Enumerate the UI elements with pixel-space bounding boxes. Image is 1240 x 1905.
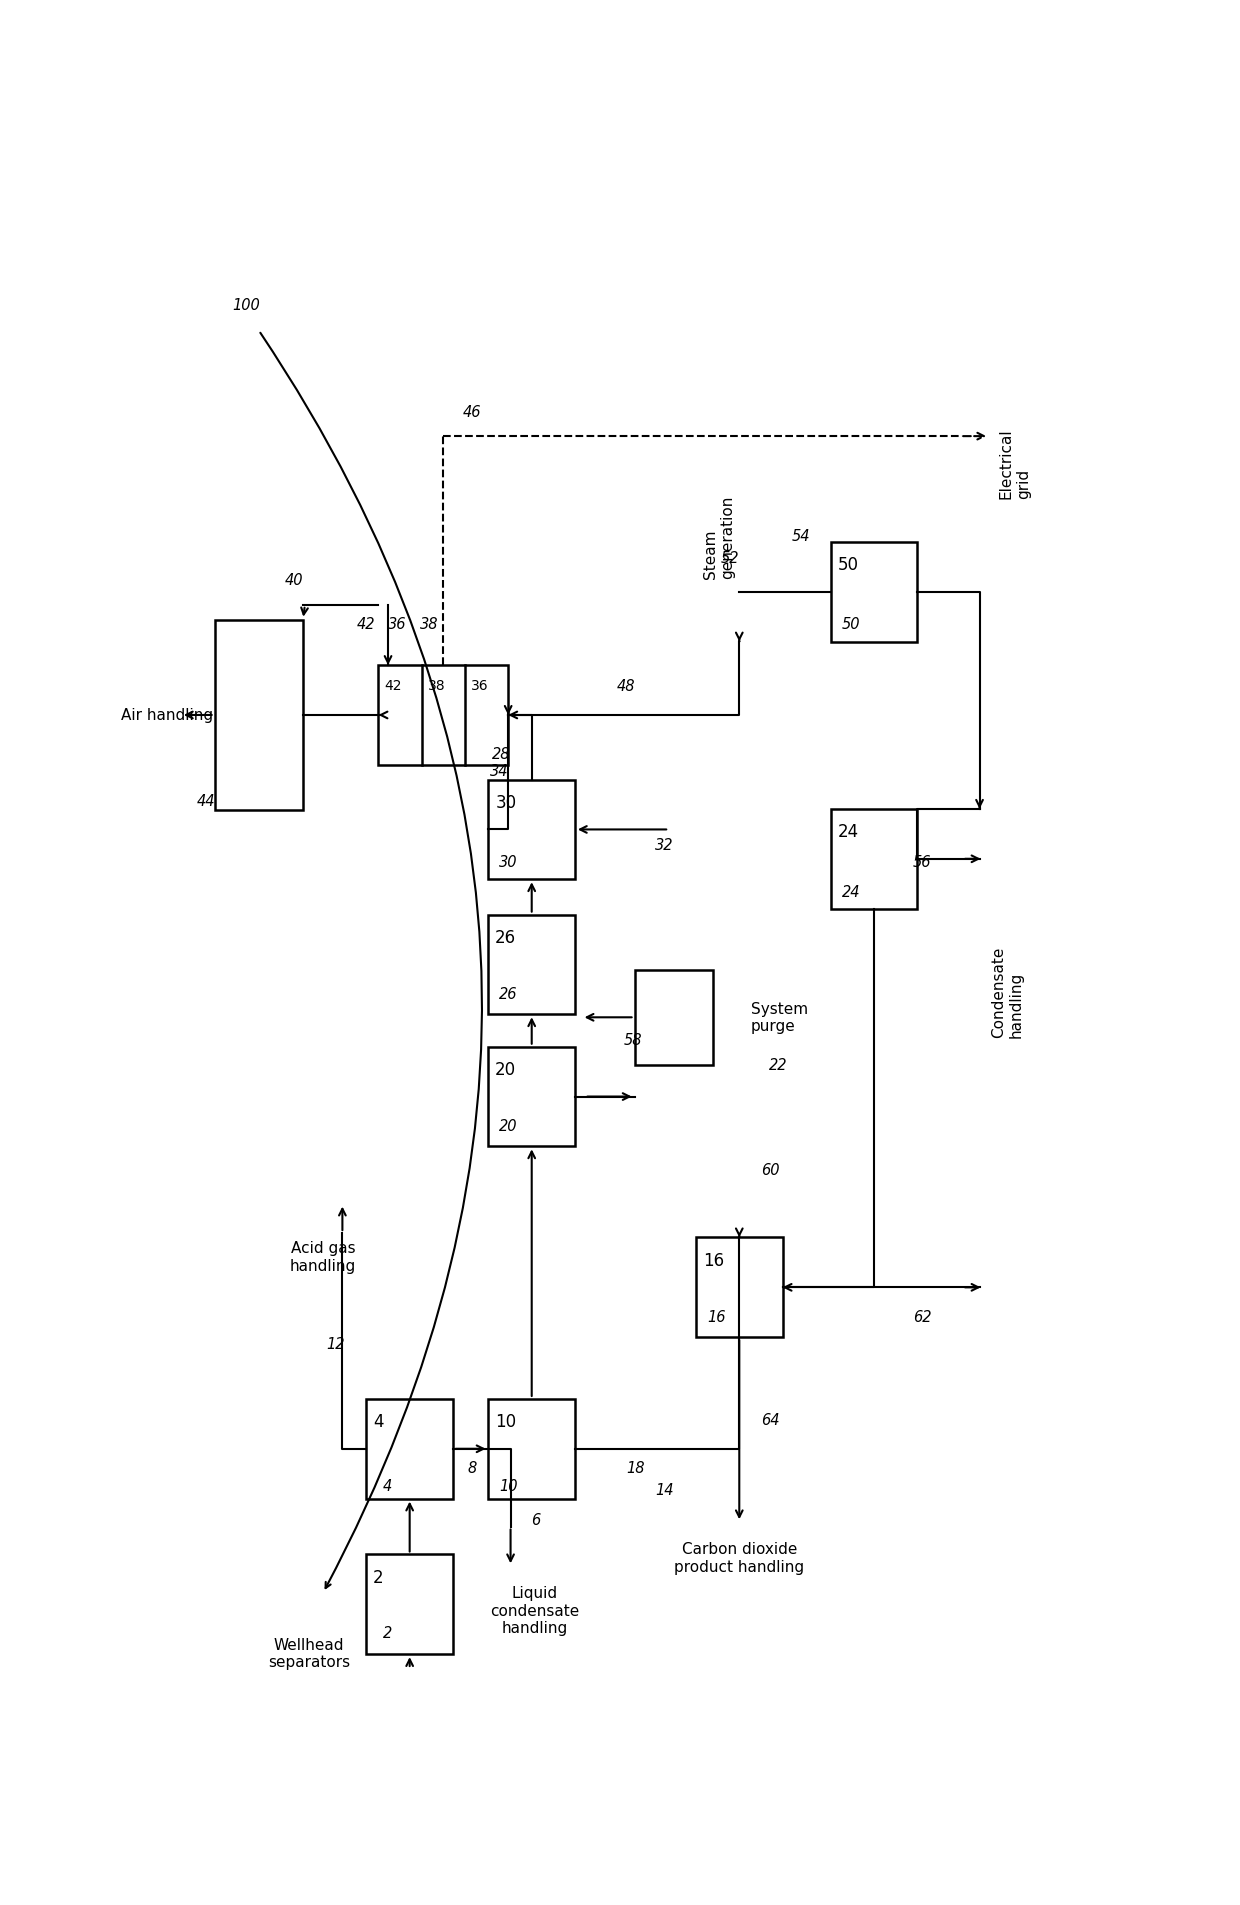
Text: 52: 52 [720, 551, 739, 566]
Text: 48: 48 [616, 678, 635, 693]
Text: 36: 36 [388, 617, 407, 632]
Text: 4: 4 [383, 1478, 392, 1494]
Text: 20: 20 [500, 1118, 518, 1133]
Text: 56: 56 [913, 855, 931, 871]
Text: 30: 30 [495, 792, 516, 812]
Text: System
purge: System purge [751, 1002, 808, 1034]
Text: 54: 54 [791, 530, 810, 545]
Text: 18: 18 [626, 1461, 645, 1476]
Text: 38: 38 [428, 678, 445, 693]
Text: 30: 30 [500, 855, 518, 871]
Text: 16: 16 [703, 1252, 724, 1269]
Text: 14: 14 [655, 1482, 673, 1497]
Text: 8: 8 [467, 1461, 476, 1476]
Text: 6: 6 [531, 1513, 541, 1528]
Text: 36: 36 [471, 678, 489, 693]
Bar [367, 1398, 453, 1499]
Bar [378, 665, 508, 766]
Text: 12: 12 [326, 1335, 345, 1351]
Text: Electrical
grid: Electrical grid [998, 429, 1032, 499]
Text: 50: 50 [837, 556, 858, 573]
Text: Acid gas
handling: Acid gas handling [290, 1240, 356, 1273]
Text: 24: 24 [837, 823, 858, 840]
Text: 2: 2 [373, 1568, 383, 1585]
Text: 4: 4 [373, 1412, 383, 1431]
Text: 34: 34 [490, 764, 508, 779]
Bar [489, 1048, 575, 1147]
Text: 62: 62 [913, 1309, 931, 1324]
Text: 64: 64 [761, 1412, 779, 1427]
Bar [489, 1398, 575, 1499]
Text: 100: 100 [232, 297, 260, 312]
Text: 10: 10 [500, 1478, 518, 1494]
Text: Liquid
condensate
handling: Liquid condensate handling [490, 1585, 579, 1634]
Text: 58: 58 [624, 1033, 642, 1048]
Text: 28: 28 [492, 747, 510, 762]
Bar [215, 621, 303, 812]
Bar [696, 1238, 782, 1337]
Text: 16: 16 [707, 1309, 725, 1324]
Text: Air handling: Air handling [120, 709, 213, 724]
Bar [489, 781, 575, 880]
Text: 26: 26 [500, 987, 518, 1002]
Bar [635, 970, 713, 1065]
Text: 10: 10 [495, 1412, 516, 1431]
Bar [831, 543, 918, 642]
Text: 22: 22 [769, 1057, 787, 1073]
Text: 40: 40 [285, 573, 304, 589]
Text: 46: 46 [463, 404, 481, 419]
Bar [831, 810, 918, 909]
Text: Steam
generation: Steam generation [703, 495, 735, 579]
Text: 50: 50 [842, 617, 861, 632]
Text: 38: 38 [419, 617, 438, 632]
Text: 26: 26 [495, 928, 516, 947]
Text: 20: 20 [495, 1061, 516, 1078]
Text: Condensate
handling: Condensate handling [991, 945, 1023, 1036]
Text: 24: 24 [842, 884, 861, 899]
Text: 42: 42 [357, 617, 376, 632]
Bar [367, 1554, 453, 1654]
Text: 32: 32 [655, 836, 673, 852]
Text: 42: 42 [384, 678, 402, 693]
Bar [489, 914, 575, 1015]
Text: Wellhead
separators: Wellhead separators [268, 1636, 350, 1669]
Text: 2: 2 [383, 1625, 392, 1640]
Text: Carbon dioxide
product handling: Carbon dioxide product handling [675, 1541, 805, 1574]
Text: 60: 60 [761, 1162, 779, 1177]
Text: 44: 44 [197, 792, 216, 808]
